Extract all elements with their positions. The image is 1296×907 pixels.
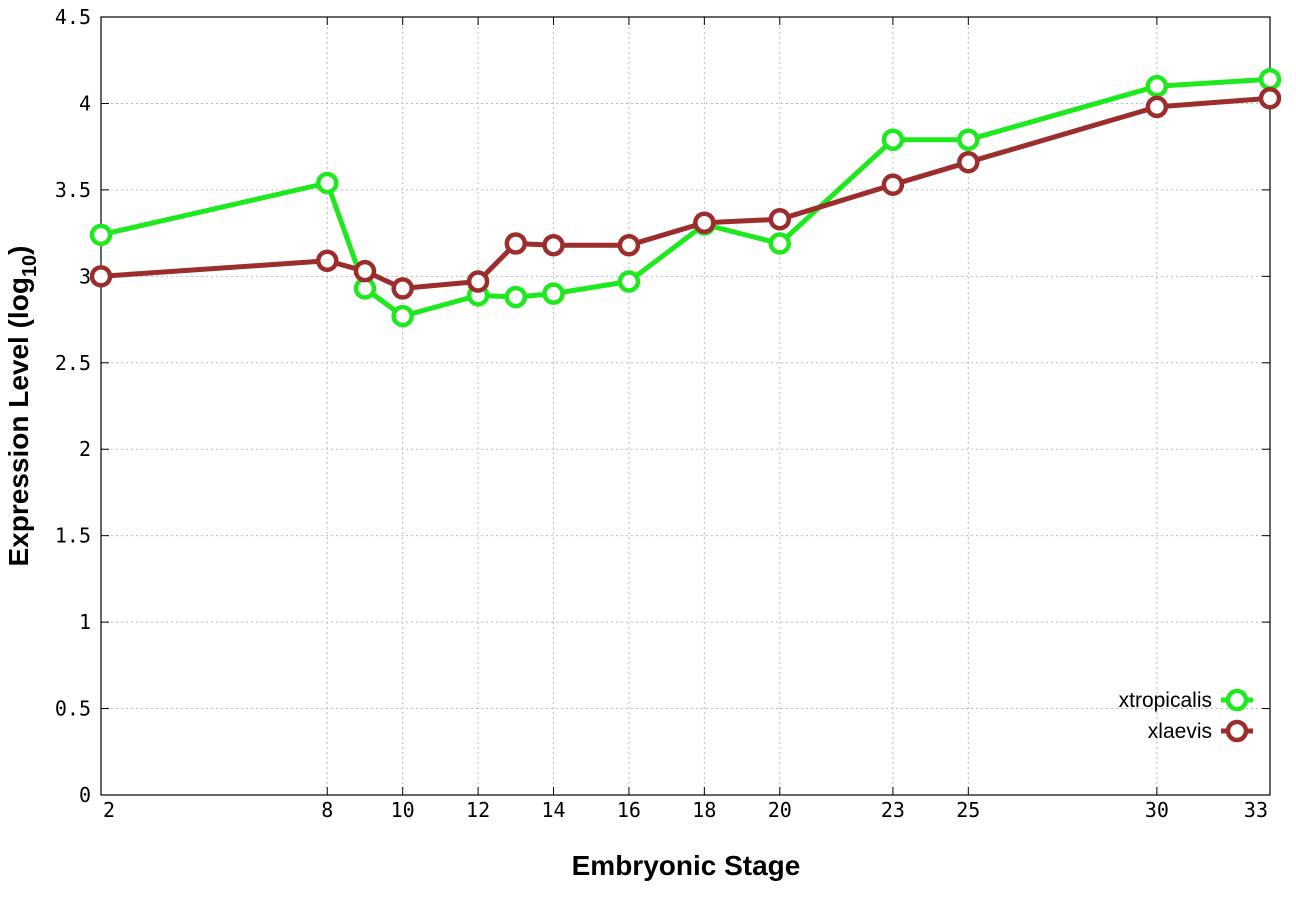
y-tick-label: 0 [79, 783, 91, 807]
y-axis-title-close: ) [3, 246, 34, 255]
x-tick-label: 33 [1244, 798, 1268, 822]
y-tick-label: 2 [79, 437, 91, 461]
y-axis-title-sub: 10 [19, 255, 41, 277]
data-point-xlaevis [316, 249, 339, 273]
legend-label-xlaevis: xlaevis [1148, 720, 1212, 743]
y-tick-label: 0.5 [55, 697, 91, 721]
x-tick-label: 30 [1145, 798, 1169, 822]
data-point-xlaevis [1258, 87, 1282, 110]
y-tick-label: 1.5 [55, 524, 91, 548]
y-axis-title-main: Expression Level (log [3, 277, 34, 566]
x-tick-label: 14 [541, 798, 565, 822]
series-lines [89, 67, 1282, 328]
y-tick-label: 4.5 [55, 5, 91, 29]
x-tick-label: 8 [321, 798, 333, 822]
x-tick-label: 18 [692, 798, 716, 822]
data-point-xlaevis [693, 211, 716, 234]
x-tick-label: 2 [103, 798, 115, 822]
y-tick-label: 3 [79, 264, 91, 288]
x-tick-label: 20 [768, 798, 792, 822]
data-point-xlaevis [617, 233, 641, 257]
data-point-xlaevis [353, 259, 377, 283]
legend-label-xtropicalis: xtropicalis [1119, 689, 1212, 712]
plot-frame [100, 16, 1271, 796]
x-tick-label: 25 [956, 798, 980, 822]
data-point-xlaevis [542, 233, 565, 257]
data-point-xtropicalis [881, 128, 905, 152]
legend: xtropicalis xlaevis [1119, 688, 1253, 743]
data-point-xlaevis [89, 265, 113, 288]
x-tick-label: 10 [391, 798, 415, 822]
data-point-xtropicalis [89, 223, 113, 247]
data-point-xlaevis [466, 270, 490, 293]
y-axis-title: Expression Level (log10) [3, 246, 41, 567]
data-point-xlaevis [957, 150, 980, 174]
x-tick-label: 23 [881, 798, 905, 822]
grid [101, 17, 1270, 795]
data-point-xtropicalis [1258, 67, 1282, 91]
y-tick-label: 1 [79, 610, 91, 634]
x-tick-label: 12 [466, 798, 490, 822]
data-point-xtropicalis [1145, 74, 1169, 98]
data-point-xtropicalis [504, 285, 528, 309]
legend-marker-xlaevis [1225, 719, 1249, 743]
data-point-xtropicalis [316, 171, 339, 195]
data-point-xtropicalis [957, 128, 980, 152]
data-point-xlaevis [391, 277, 414, 300]
legend-marker-xtropicalis [1225, 688, 1249, 712]
data-point-xtropicalis [768, 232, 792, 255]
data-point-xtropicalis [542, 282, 565, 305]
y-tick-label: 3.5 [55, 178, 91, 202]
data-point-xtropicalis [617, 270, 641, 293]
x-tick-label: 16 [617, 798, 641, 822]
data-point-xtropicalis [391, 304, 414, 328]
data-point-xlaevis [881, 173, 905, 196]
y-tick-label: 2.5 [55, 351, 91, 375]
data-point-xlaevis [768, 208, 792, 231]
series-line-xtropicalis [100, 76, 1271, 319]
y-tick-label: 4 [79, 91, 91, 115]
data-point-xlaevis [1145, 95, 1169, 119]
x-axis-title: Embryonic Stage [572, 850, 801, 881]
data-point-xlaevis [504, 232, 528, 255]
ticks: 0 0.5 1 1.5 2 2.5 3 3.5 4 4.5 2 8 10 12 14 16 18 20 23 25 30… [55, 5, 1271, 822]
